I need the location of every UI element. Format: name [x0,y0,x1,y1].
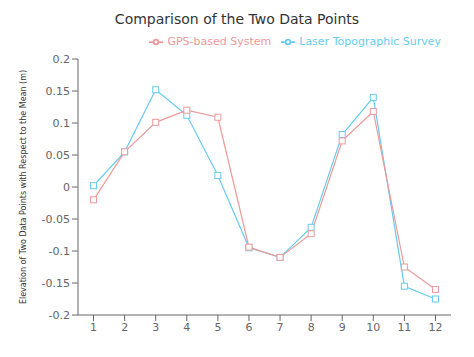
svg-text:-0.1: -0.1 [49,245,70,258]
svg-text:10: 10 [366,321,380,334]
svg-text:-0.15: -0.15 [42,277,70,290]
svg-text:5: 5 [214,321,221,334]
svg-text:0.05: 0.05 [46,149,71,162]
svg-text:12: 12 [428,321,442,334]
svg-text:-0.05: -0.05 [42,213,70,226]
svg-text:-0.2: -0.2 [49,309,70,322]
svg-text:0: 0 [63,181,70,194]
svg-text:2: 2 [121,321,128,334]
svg-text:1: 1 [90,321,97,334]
svg-text:3: 3 [152,321,159,334]
html-text:GPS-based System: GPS-based System [167,35,272,48]
svg-text:0.15: 0.15 [46,85,71,98]
svg-text:7: 7 [277,321,284,334]
svg-text:Elevation of Two Data Points w: Elevation of Two Data Points with Respec… [19,70,28,304]
svg-text:8: 8 [308,321,315,334]
html-text:Comparison of the Two Data Poi: Comparison of the Two Data Points [114,11,360,27]
svg-text:9: 9 [339,321,346,334]
svg-text:6: 6 [245,321,252,334]
svg-text:11: 11 [397,321,411,334]
html-text:Laser Topographic Survey: Laser Topographic Survey [299,35,441,48]
svg-text:0.2: 0.2 [53,53,71,66]
svg-text:4: 4 [183,321,190,334]
svg-text:0.1: 0.1 [53,117,71,130]
